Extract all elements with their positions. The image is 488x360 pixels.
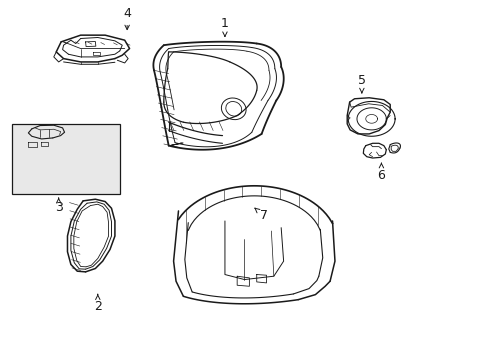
Text: 2: 2 bbox=[94, 294, 102, 313]
Text: 7: 7 bbox=[254, 208, 267, 222]
Text: 5: 5 bbox=[357, 74, 365, 93]
Text: 4: 4 bbox=[123, 7, 131, 30]
Text: 6: 6 bbox=[377, 163, 385, 182]
Text: 3: 3 bbox=[55, 198, 62, 214]
Text: 2007 Dodge Caliber Quarter Panel & Components Shield-WHEELHOUSE Diagram for 5074: 2007 Dodge Caliber Quarter Panel & Compo… bbox=[51, 345, 437, 354]
Bar bbox=[12, 124, 120, 194]
Text: 1: 1 bbox=[221, 17, 228, 36]
